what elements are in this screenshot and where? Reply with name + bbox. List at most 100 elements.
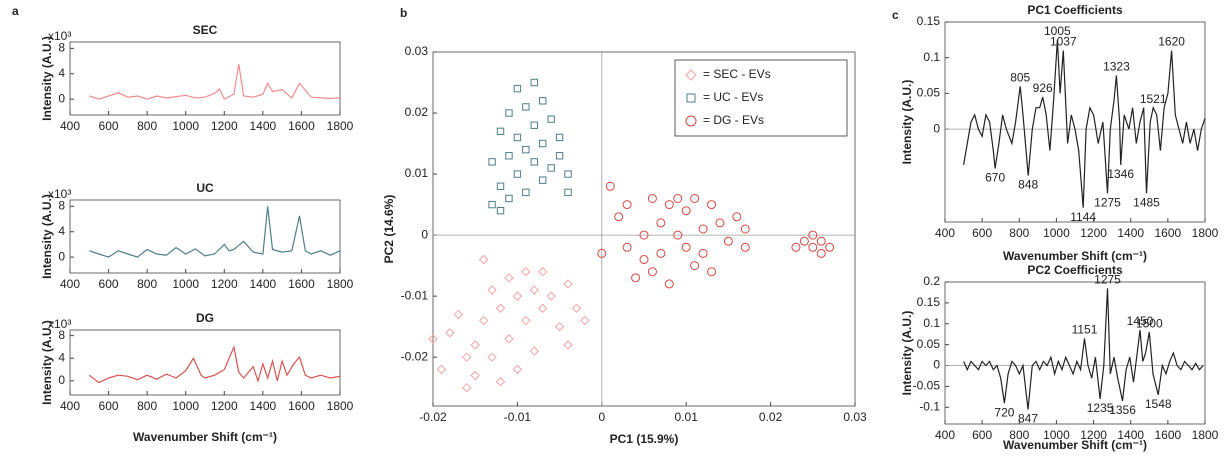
data-point [512, 291, 523, 301]
y-tick-label: 0 [58, 249, 65, 263]
data-point [681, 206, 691, 216]
data-point [554, 321, 565, 332]
y-tick-label: 0.1 [923, 50, 940, 64]
y-tick-label: 0.15 [917, 295, 941, 309]
data-point [470, 340, 480, 350]
data-point [808, 242, 818, 252]
x-tick-label: -0.01 [504, 410, 532, 424]
peak-label: 1144 [1070, 210, 1096, 224]
data-point [513, 170, 522, 178]
peak-label: 1275 [1094, 272, 1121, 286]
data-point [521, 267, 531, 277]
x-tick-label: 1600 [1155, 226, 1182, 240]
x-tick-label: 1400 [1117, 428, 1144, 442]
data-point [428, 334, 438, 344]
peak-label: 1323 [1103, 60, 1130, 74]
x-tick-label: 0 [598, 410, 605, 424]
data-point [639, 230, 649, 240]
data-point [478, 254, 489, 265]
peak-label: 670 [985, 171, 1005, 185]
spectrum-line [89, 206, 341, 258]
data-point [799, 236, 809, 246]
y-tick-label: -0.01 [401, 288, 429, 302]
data-point [555, 133, 564, 142]
y-tick-label: 4 [58, 66, 65, 80]
x-tick-label: 1000 [1043, 428, 1070, 442]
y-multiplier: x10³ [48, 187, 71, 201]
data-point [690, 193, 700, 203]
data-point [496, 182, 505, 190]
data-point [445, 328, 455, 338]
x-tick-label: 1000 [172, 399, 199, 413]
data-point [614, 212, 624, 222]
data-point [539, 139, 547, 148]
chart-title: PC1 Coefficients [1027, 3, 1123, 17]
peak-label: 1500 [1136, 316, 1163, 330]
x-tick-label: 400 [935, 226, 955, 240]
y-tick-label: -0.05 [913, 379, 941, 393]
data-point [495, 303, 506, 314]
legend-marker [686, 93, 696, 103]
y-axis-label: PC2 (14.6%) [382, 195, 396, 264]
data-point [512, 364, 523, 375]
data-point [673, 230, 683, 240]
plot-frame [944, 281, 1206, 425]
data-point [656, 218, 666, 228]
x-axis-label: Wavenumber Shift (cm⁻¹) [1003, 249, 1147, 263]
data-point [505, 109, 513, 117]
y-tick-label: -0.1 [919, 399, 940, 413]
data-point [505, 152, 513, 160]
x-tick-label: 1400 [250, 277, 277, 291]
x-tick-label: 1000 [172, 119, 199, 133]
legend-label: = DG - EVs [703, 113, 764, 127]
x-tick-label: 800 [137, 277, 157, 291]
data-point [513, 133, 522, 142]
data-point [487, 285, 497, 295]
data-point [522, 188, 530, 197]
x-tick-label: 1400 [250, 399, 277, 413]
data-point [564, 188, 572, 197]
y-tick-label: 0.02 [405, 105, 429, 119]
peak-label: 1356 [1109, 403, 1136, 417]
data-point [538, 303, 548, 314]
y-tick-label: 0.01 [405, 166, 429, 180]
x-tick-label: 0.03 [843, 410, 867, 424]
peak-label: 1521 [1140, 92, 1167, 106]
y-tick-label: 8 [58, 41, 65, 55]
x-tick-label: 1600 [1155, 428, 1182, 442]
data-point [563, 279, 573, 289]
y-tick-label: 0.15 [917, 14, 941, 28]
spectrum-line [963, 288, 1204, 410]
y-multiplier: x10³ [48, 29, 71, 43]
data-point [546, 291, 556, 301]
data-point [530, 121, 538, 129]
data-point [791, 242, 801, 252]
x-axis-label: Wavenumber Shift (cm⁻¹) [1003, 438, 1147, 452]
data-point [462, 352, 472, 362]
peak-label: 1485 [1133, 196, 1160, 210]
data-point [622, 242, 632, 252]
y-axis-label: Intensity (A.U.) [900, 311, 914, 396]
x-tick-label: 600 [972, 428, 992, 442]
data-point [647, 193, 657, 203]
chart-title: PC2 Coefficients [1027, 263, 1123, 277]
y-tick-label: 8 [58, 328, 65, 342]
x-tick-label: 0.01 [675, 410, 699, 424]
y-axis-label: Intensity (A.U.) [40, 36, 54, 121]
peak-label: 720 [994, 405, 1014, 419]
data-point [522, 103, 530, 111]
panel-letter: a [12, 4, 19, 18]
x-tick-label: 600 [99, 399, 119, 413]
x-axis-label: Wavenumber Shift (cm⁻¹) [133, 430, 277, 444]
y-tick-label: -0.02 [401, 349, 429, 363]
data-point [521, 315, 531, 326]
peak-label: 848 [1018, 178, 1038, 192]
data-point [647, 267, 657, 277]
data-point [639, 255, 649, 265]
x-tick-label: 800 [1009, 226, 1029, 240]
peak-label: 1037 [1050, 35, 1077, 49]
peak-label: 926 [1033, 81, 1053, 95]
data-point [547, 115, 555, 123]
data-point [522, 145, 530, 154]
